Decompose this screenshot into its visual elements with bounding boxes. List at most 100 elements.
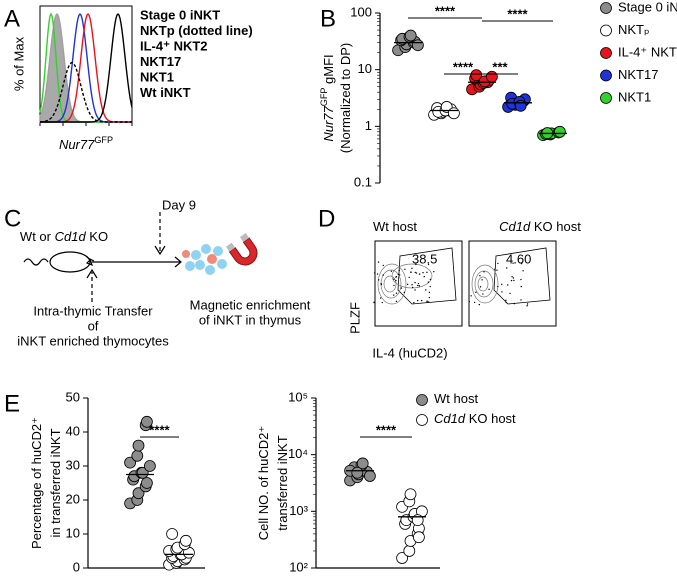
flow-event [395, 292, 398, 294]
injection-mark [85, 255, 95, 267]
legend-entry: NKTp (dotted line) [140, 23, 253, 38]
data-point [166, 528, 179, 540]
flow-event [413, 301, 415, 304]
flow-event [418, 285, 421, 287]
flow-plot-frame [374, 240, 463, 327]
text-segment: in transferred iNKT [48, 428, 63, 537]
data-point [136, 466, 149, 479]
flow-event [422, 271, 424, 274]
y-tick-label: 30 [66, 457, 80, 472]
flow-event [415, 272, 418, 274]
y-tick-label: 1 [365, 118, 372, 133]
text-segment: KO [86, 229, 108, 244]
cell-cluster [182, 244, 227, 275]
flow-event [417, 284, 419, 287]
flow-event [505, 299, 507, 302]
flow-event [418, 273, 421, 275]
legend-entry: NKTₚ [618, 22, 650, 37]
data-point [412, 531, 425, 544]
y-tick-label: 50 [66, 389, 80, 404]
flow-event [381, 301, 383, 304]
y-tick-label: 10⁵ [288, 389, 308, 404]
flow-event [526, 303, 529, 305]
data-point [124, 456, 137, 469]
data-point [132, 487, 145, 500]
enrichment-label: of iNKT in thymus [199, 312, 302, 327]
flow-event [403, 291, 405, 294]
flow-event [512, 262, 514, 264]
data-point [514, 99, 527, 112]
data-point [447, 107, 460, 120]
significance-label: **** [376, 422, 397, 437]
data-point [411, 39, 424, 52]
legend-entry: NKT1 [618, 89, 651, 104]
flow-event [482, 293, 484, 295]
flow-event [428, 291, 431, 293]
panel-label: B [320, 5, 336, 32]
flow-event [483, 271, 485, 273]
flow-event [395, 279, 397, 282]
flow-event [415, 263, 417, 266]
histogram-curve [39, 61, 132, 123]
legend-marker [600, 69, 612, 82]
panel-label: D [318, 205, 335, 232]
y-axis-label: % of Max [11, 36, 26, 91]
y-axis-label: Nur77GFP gMFI [319, 54, 336, 141]
text-segment: transferred iNKT [275, 435, 290, 530]
significance-label: *** [492, 59, 508, 74]
flow-event [393, 284, 395, 287]
arrow-head [174, 256, 182, 268]
legend-entry: Stage 0 iNKT [618, 0, 677, 14]
flow-event [425, 289, 427, 291]
legend-entry: NKT17 [140, 54, 181, 69]
flow-event [520, 262, 523, 265]
flow-event [497, 262, 499, 265]
flow-event [428, 301, 430, 303]
time-label: Day 9 [162, 197, 196, 212]
legend-entry: IL-4⁺ NKT2 [140, 38, 208, 53]
text-segment: KO host [465, 411, 516, 426]
legend-entry: Wt host [434, 391, 478, 406]
data-point [143, 460, 156, 472]
legend-marker [600, 2, 612, 14]
legend-marker [600, 92, 612, 104]
flow-event [411, 284, 413, 286]
text-segment: Cd1d [434, 411, 466, 426]
flow-event [410, 271, 412, 273]
flow-event [380, 283, 383, 286]
flow-event [510, 279, 513, 282]
flow-event [470, 295, 472, 297]
gate-percentage: 4.60 [506, 251, 531, 266]
data-point [363, 470, 376, 482]
flow-event [414, 281, 416, 284]
y-axis-label: transferred iNKT [275, 435, 290, 530]
flow-event [393, 294, 395, 296]
flow-event [414, 271, 416, 274]
data-point [403, 545, 416, 557]
flow-event [479, 286, 482, 288]
flow-event [512, 277, 515, 279]
arrow-head [154, 245, 166, 256]
data-point [356, 457, 369, 470]
flow-event [429, 278, 432, 281]
flow-event [522, 270, 524, 272]
x-axis-label: Nur77GFP [59, 135, 113, 152]
flow-event [520, 278, 522, 281]
legend-marker [416, 394, 428, 406]
significance-label: **** [507, 6, 528, 21]
flow-event [380, 282, 382, 285]
flow-event [406, 283, 409, 286]
transfer-diagram [23, 212, 182, 302]
histogram-curve [40, 12, 133, 123]
legend-marker [416, 414, 428, 426]
transfer-label: iNKT enriched thymocytes [17, 333, 169, 348]
flow-event [417, 282, 420, 285]
y-tick-label: 20 [66, 491, 80, 506]
y-tick-label: 0.1 [354, 174, 372, 189]
legend-entry: IL-4⁺ NKT2 [618, 44, 677, 59]
legend-entry: Cd1d KO host [434, 411, 516, 426]
text-segment: Cd1d [499, 219, 531, 234]
y-axis-label: Cell NO. of huCD2⁺ [256, 426, 271, 541]
y-tick-label: 10² [289, 559, 308, 574]
